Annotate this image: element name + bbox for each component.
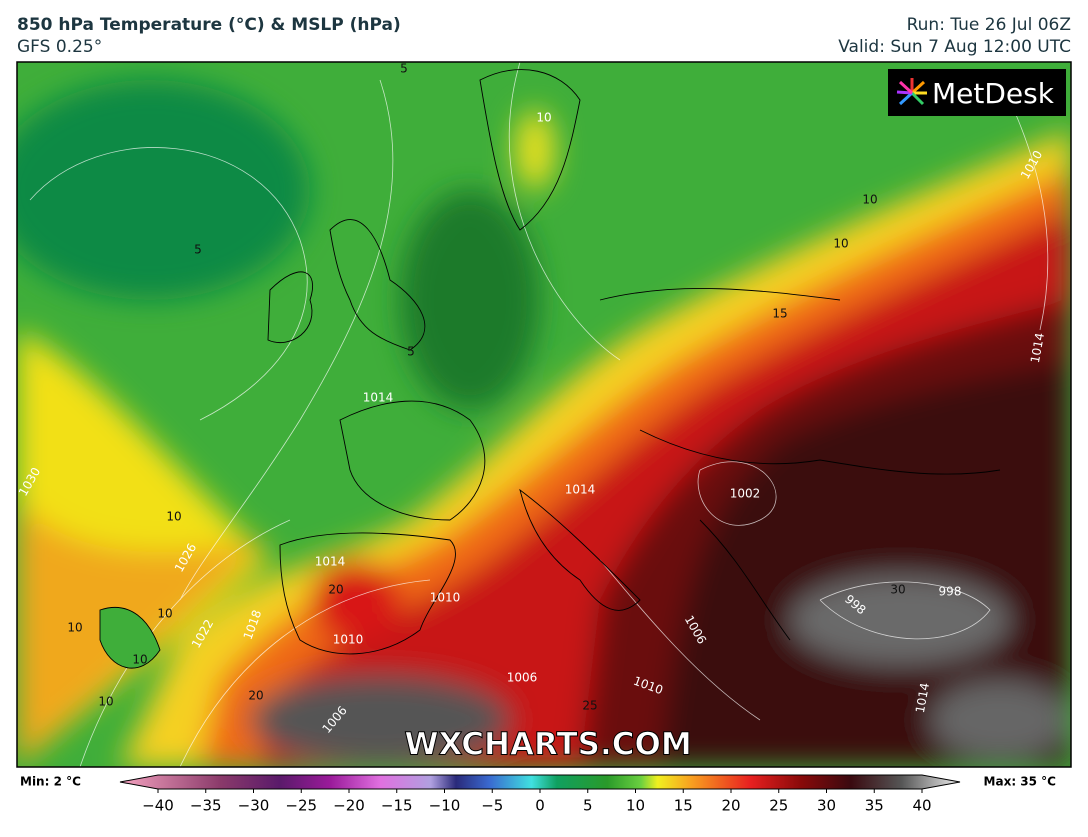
colorbar-tick-label: −35 (190, 797, 222, 815)
title: 850 hPa Temperature (°C) & MSLP (hPa) (17, 15, 401, 35)
contour-label: 20 (328, 583, 343, 597)
watermark: WXCHARTS.COM (404, 727, 691, 763)
logo-text: MetDesk (932, 77, 1055, 110)
contour-label: 1002 (730, 487, 761, 501)
colorbar-tick-label: 20 (721, 797, 740, 815)
contour-label: 10 (67, 621, 82, 635)
contour-label: 15 (772, 307, 787, 321)
contour-label: 10 (132, 653, 147, 667)
colorbar-tick-label: 35 (865, 797, 884, 815)
colorbar (119, 774, 961, 790)
colorbar-tick-label: −5 (481, 797, 503, 815)
contour-label: 998 (939, 585, 962, 599)
logo-icon (896, 78, 927, 106)
max-label: Max: 35 °C (984, 775, 1057, 789)
colorbar-tick-label: −40 (142, 797, 174, 815)
contour-label: 30 (890, 583, 905, 597)
colorbar-tick-label: −20 (333, 797, 365, 815)
colorbar-tick-label: 15 (674, 797, 693, 815)
colorbar-tick-label: 10 (626, 797, 645, 815)
colorbar-tick-label: 25 (769, 797, 788, 815)
contour-label: 5 (400, 62, 408, 76)
contour-label: 5 (407, 345, 415, 359)
contour-label: 5 (194, 243, 202, 257)
contour-label: 20 (248, 689, 263, 703)
run-time: Run: Tue 26 Jul 06Z (907, 15, 1071, 35)
colorbar-tick-label: 5 (583, 797, 593, 815)
contour-label: 1014 (913, 682, 932, 715)
contour-label: 10 (536, 111, 551, 125)
colorbar-tick-label: 0 (535, 797, 545, 815)
colorbar-tick-label: −15 (381, 797, 413, 815)
map-area: 10 5 5 10 10 15 5 1014 1014 1010 10 10 1… (17, 62, 1071, 767)
contour-label: 1014 (1028, 332, 1047, 365)
contour-label: 1006 (507, 671, 538, 685)
map-frame (16, 61, 1072, 768)
contour-label: 25 (582, 699, 597, 713)
contour-label: 1014 (315, 555, 346, 569)
min-label: Min: 2 °C (20, 775, 81, 789)
valid-time: Valid: Sun 7 Aug 12:00 UTC (838, 37, 1071, 57)
contour-label: 10 (833, 237, 848, 251)
colorbar-tick-label: 30 (817, 797, 836, 815)
colorbar-tick-label: −30 (238, 797, 270, 815)
contour-label: 10 (166, 510, 181, 524)
contour-label: 1014 (565, 483, 596, 497)
contour-label: 10 (862, 193, 877, 207)
subtitle: GFS 0.25° (17, 37, 102, 57)
contour-label: 1010 (430, 591, 461, 605)
colorbar-tick-label: 40 (912, 797, 931, 815)
contour-label: 1010 (333, 633, 364, 647)
colorbar-ticks: −40 −35 −30 −25 −20 −15 −10 −5 0 5 10 15 20 25 30 35 40 (142, 789, 932, 815)
colorbar-tick-label: −10 (429, 797, 461, 815)
contour-label: 1014 (363, 391, 394, 405)
contour-label: 10 (98, 695, 113, 709)
contour-label: 10 (157, 607, 172, 621)
colorbar-tick-label: −25 (285, 797, 317, 815)
